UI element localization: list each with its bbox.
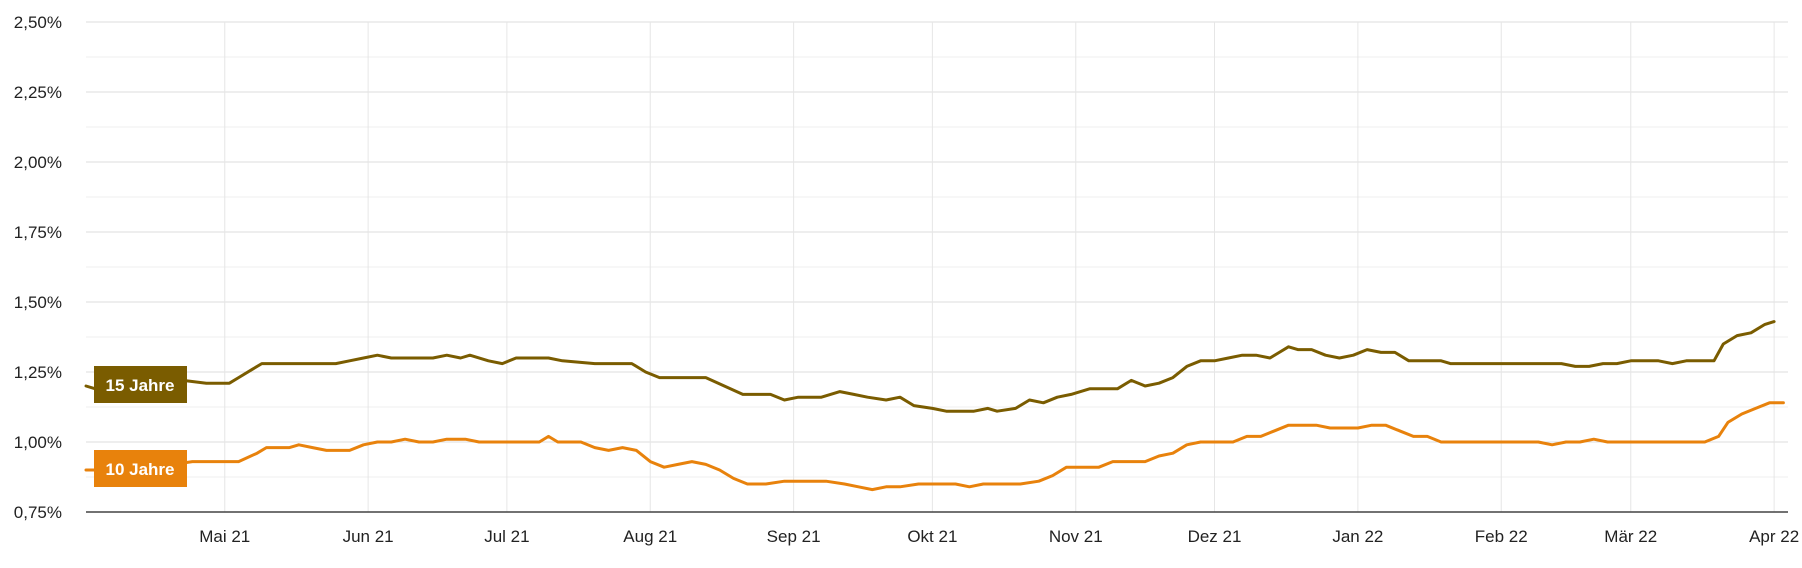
y-tick-label: 2,50% [14,13,62,32]
grid [86,21,1788,512]
y-tick-label: 1,00% [14,433,62,452]
x-tick-label: Jan 22 [1332,527,1383,546]
series-tag: 15 Jahre [94,366,187,403]
y-tick-label: 0,75% [14,503,62,522]
x-tick-label: Aug 21 [623,527,677,546]
series-line [84,320,1776,413]
x-tick-label: Feb 22 [1475,527,1528,546]
x-tick-label: Apr 22 [1749,527,1799,546]
y-tick-label: 1,50% [14,293,62,312]
series-tag-label: 10 Jahre [106,460,175,479]
series-lines [84,320,1785,492]
series-tag-box [94,450,187,487]
x-tick-label: Mär 22 [1604,527,1657,546]
y-tick-label: 1,25% [14,363,62,382]
series-tag: 10 Jahre [94,450,187,487]
y-axis: 0,75% 1,00% 1,25% 1,50% 1,75% 2,00% 2,25% 2,50% [14,13,62,522]
x-tick-label: Mai 21 [199,527,250,546]
x-tick-label: Okt 21 [907,527,957,546]
series-line [84,401,1785,492]
x-axis: Mai 21 Jun 21 Jul 21 Aug 21 Sep 21 Okt 21 Nov … [86,511,1799,546]
y-tick-label: 2,25% [14,83,62,102]
series-tag-label: 15 Jahre [106,376,175,395]
y-tick-label: 2,00% [14,153,62,172]
x-tick-label: Sep 21 [767,527,821,546]
x-tick-label: Jul 21 [484,527,529,546]
x-tick-label: Jun 21 [343,527,394,546]
y-tick-label: 1,75% [14,223,62,242]
series-labels: 15 Jahre 10 Jahre [94,366,187,487]
x-tick-label: Dez 21 [1188,527,1242,546]
x-tick-label: Nov 21 [1049,527,1103,546]
series-tag-box [94,366,187,403]
